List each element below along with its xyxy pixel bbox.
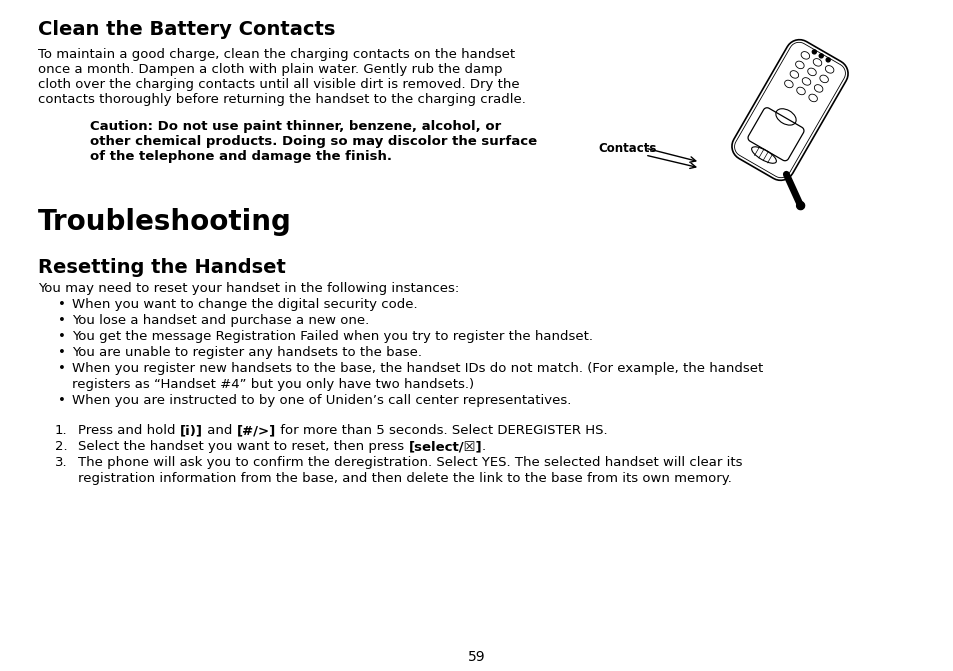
Text: •: •	[58, 394, 66, 407]
Text: once a month. Dampen a cloth with plain water. Gently rub the damp: once a month. Dampen a cloth with plain …	[38, 63, 502, 76]
Circle shape	[819, 54, 822, 58]
Text: To maintain a good charge, clean the charging contacts on the handset: To maintain a good charge, clean the cha…	[38, 48, 515, 61]
Text: [#/>]: [#/>]	[236, 424, 275, 437]
Text: other chemical products. Doing so may discolor the surface: other chemical products. Doing so may di…	[90, 135, 537, 148]
Text: You lose a handset and purchase a new one.: You lose a handset and purchase a new on…	[71, 314, 369, 327]
Text: cloth over the charging contacts until all visible dirt is removed. Dry the: cloth over the charging contacts until a…	[38, 78, 519, 91]
Text: registers as “Handset #4” but you only have two handsets.): registers as “Handset #4” but you only h…	[71, 378, 474, 391]
Text: •: •	[58, 298, 66, 311]
Circle shape	[811, 50, 816, 54]
Text: •: •	[58, 362, 66, 375]
Text: 1.: 1.	[55, 424, 68, 437]
Text: Contacts: Contacts	[598, 142, 656, 154]
Text: Caution: Do not use paint thinner, benzene, alcohol, or: Caution: Do not use paint thinner, benze…	[90, 120, 500, 133]
Text: 59: 59	[468, 650, 485, 664]
Text: The phone will ask you to confirm the deregistration. Select YES. The selected h: The phone will ask you to confirm the de…	[78, 456, 741, 469]
Text: contacts thoroughly before returning the handset to the charging cradle.: contacts thoroughly before returning the…	[38, 93, 525, 106]
Text: Troubleshooting: Troubleshooting	[38, 208, 292, 236]
Text: •: •	[58, 314, 66, 327]
Text: .: .	[481, 440, 486, 453]
Text: Clean the Battery Contacts: Clean the Battery Contacts	[38, 20, 335, 39]
Text: for more than 5 seconds. Select DEREGISTER HS.: for more than 5 seconds. Select DEREGIST…	[275, 424, 607, 437]
Text: You may need to reset your handset in the following instances:: You may need to reset your handset in th…	[38, 282, 458, 295]
Text: You are unable to register any handsets to the base.: You are unable to register any handsets …	[71, 346, 421, 359]
Text: When you are instructed to by one of Uniden’s call center representatives.: When you are instructed to by one of Uni…	[71, 394, 571, 407]
Text: registration information from the base, and then delete the link to the base fro: registration information from the base, …	[78, 472, 731, 485]
Text: Press and hold: Press and hold	[78, 424, 179, 437]
Text: 3.: 3.	[55, 456, 68, 469]
Text: When you want to change the digital security code.: When you want to change the digital secu…	[71, 298, 417, 311]
Ellipse shape	[796, 201, 803, 209]
Text: •: •	[58, 346, 66, 359]
Text: [i)]: [i)]	[179, 424, 203, 437]
Text: of the telephone and damage the finish.: of the telephone and damage the finish.	[90, 150, 392, 163]
Text: and: and	[203, 424, 236, 437]
Text: •: •	[58, 330, 66, 343]
Text: Resetting the Handset: Resetting the Handset	[38, 258, 286, 277]
Circle shape	[825, 58, 829, 62]
Text: [select/☒]: [select/☒]	[408, 440, 481, 453]
Text: Select the handset you want to reset, then press: Select the handset you want to reset, th…	[78, 440, 408, 453]
Text: When you register new handsets to the base, the handset IDs do not match. (For e: When you register new handsets to the ba…	[71, 362, 762, 375]
Text: You get the message Registration Failed when you try to register the handset.: You get the message Registration Failed …	[71, 330, 593, 343]
Text: 2.: 2.	[55, 440, 68, 453]
